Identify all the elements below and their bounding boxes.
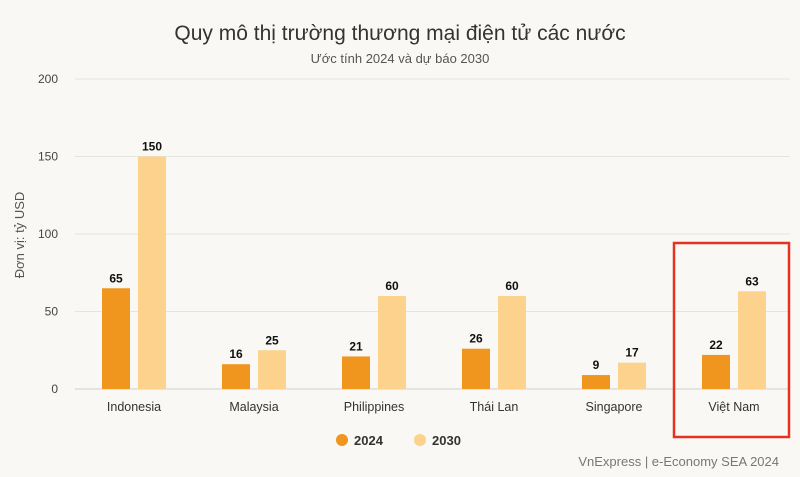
grid-layer: 0 50 100 150 200 [38, 72, 790, 396]
legend-marker [414, 434, 426, 446]
x-tick-label: Việt Nam [708, 400, 759, 414]
bar-2030 [618, 362, 646, 389]
value-label: 21 [349, 339, 363, 353]
y-tick-label: 0 [51, 382, 58, 396]
value-label: 150 [142, 140, 162, 154]
chart-subtitle: Ước tính 2024 và dự báo 2030 [311, 51, 490, 66]
y-tick-label: 50 [45, 305, 59, 319]
x-tick-label: Singapore [586, 400, 643, 414]
y-tick-label: 100 [38, 227, 58, 241]
bar-layer [102, 156, 766, 389]
value-label: 16 [229, 347, 243, 361]
x-tick-label: Thái Lan [470, 400, 519, 414]
value-label: 63 [745, 274, 759, 288]
y-tick-label: 200 [38, 72, 58, 86]
chart-title: Quy mô thị trường thương mại điện tử các… [174, 22, 625, 45]
bar-2024 [582, 375, 610, 389]
bar-2024 [102, 288, 130, 389]
label-layer: 65 150 Indonesia 16 25 Malaysia 21 60 Philippine… [107, 140, 760, 415]
bar-2024 [222, 364, 250, 389]
legend: 2024 2030 [336, 433, 461, 448]
x-tick-label: Malaysia [229, 400, 278, 414]
value-label: 22 [709, 338, 723, 352]
value-label: 25 [265, 333, 279, 347]
value-label: 9 [593, 358, 600, 372]
bar-2030 [498, 296, 526, 389]
y-axis-label: Đơn vị: tỷ USD [12, 192, 27, 279]
x-tick-label: Philippines [344, 400, 404, 414]
legend-label: 2024 [354, 433, 384, 448]
source-note: VnExpress | e-Economy SEA 2024 [578, 454, 779, 469]
value-label: 60 [385, 279, 399, 293]
bar-2030 [738, 291, 766, 389]
bar-2024 [702, 354, 730, 389]
legend-label: 2030 [432, 433, 461, 448]
bar-2030 [258, 350, 286, 389]
value-label: 60 [505, 279, 519, 293]
legend-marker [336, 434, 348, 446]
highlight-box [672, 241, 791, 439]
bar-2030 [378, 296, 406, 389]
bar-2030 [138, 156, 166, 389]
x-tick-label: Indonesia [107, 400, 161, 414]
value-label: 17 [625, 346, 639, 360]
bar-2024 [342, 356, 370, 389]
value-label: 26 [469, 332, 483, 346]
value-label: 65 [109, 271, 123, 285]
bar-2024 [462, 348, 490, 389]
y-tick-label: 150 [38, 150, 58, 164]
